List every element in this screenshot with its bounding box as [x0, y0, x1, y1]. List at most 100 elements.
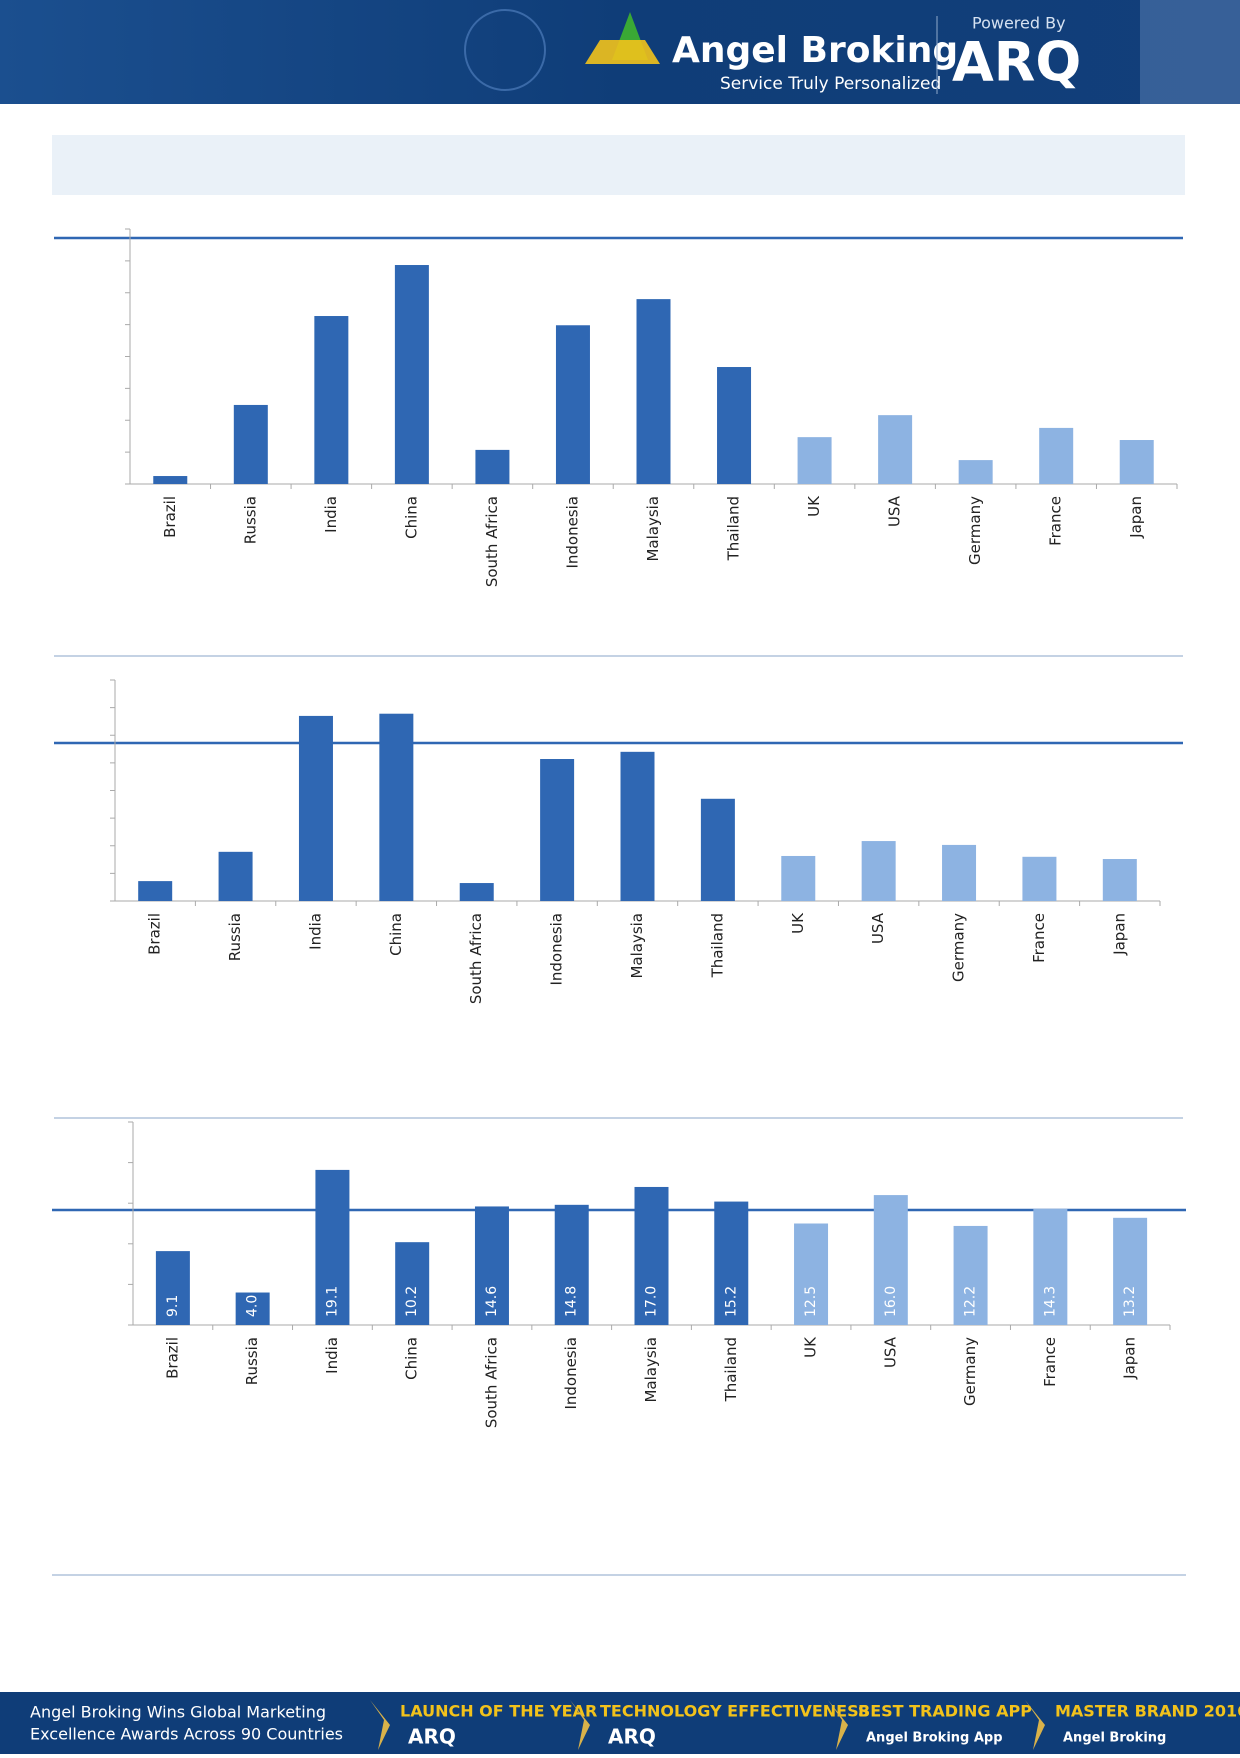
- value-label: 16.0: [883, 1286, 899, 1317]
- product-name: ARQ: [952, 31, 1081, 94]
- x-tick-label: South Africa: [483, 496, 501, 587]
- powered-by: Powered By: [972, 14, 1066, 33]
- bar: [555, 325, 590, 484]
- header-image: [1140, 0, 1240, 104]
- x-tick-label: UK: [805, 495, 823, 517]
- x-tick-label: Malaysia: [642, 1337, 660, 1403]
- x-tick-label: Japan: [1110, 913, 1128, 956]
- bar: [153, 476, 188, 484]
- x-tick-label: Thailand: [722, 1337, 740, 1402]
- bar: [474, 1206, 509, 1325]
- x-tick-label: China: [403, 1337, 421, 1380]
- bar: [794, 1223, 829, 1325]
- bar: [540, 759, 575, 901]
- x-tick-label: Indonesia: [562, 1337, 580, 1410]
- value-label: 19.1: [324, 1286, 340, 1317]
- value-label: 12.2: [963, 1286, 979, 1317]
- brand-logo: [585, 40, 660, 64]
- value-label: 14.3: [1042, 1286, 1058, 1317]
- x-tick-label: Japan: [1121, 1337, 1139, 1380]
- x-tick-label: Brazil: [146, 913, 164, 955]
- bar: [873, 1195, 908, 1325]
- x-tick-label: Russia: [226, 913, 244, 961]
- award-sub: Angel Broking: [1063, 1731, 1166, 1746]
- bar: [700, 798, 735, 901]
- bar: [1039, 427, 1074, 484]
- bar: [1022, 856, 1057, 901]
- x-tick-label: France: [1030, 913, 1048, 963]
- award-sub: Angel Broking App: [866, 1731, 1003, 1746]
- footer-text: Angel Broking Wins Global Marketing: [30, 1703, 326, 1722]
- x-tick-label: India: [306, 913, 324, 950]
- value-label: 14.6: [484, 1286, 500, 1317]
- x-tick-label: Germany: [961, 1337, 979, 1406]
- bar: [861, 841, 896, 901]
- bar: [717, 367, 752, 484]
- value-label: 12.5: [803, 1286, 819, 1317]
- bar: [781, 855, 816, 901]
- x-tick-label: South Africa: [467, 913, 485, 1004]
- x-tick-label: Indonesia: [563, 496, 581, 569]
- bar: [1119, 440, 1154, 484]
- bar: [459, 883, 494, 901]
- bar: [797, 437, 832, 484]
- bar: [218, 851, 253, 901]
- bar: [233, 404, 268, 484]
- bar: [634, 1186, 669, 1325]
- bar: [138, 881, 173, 901]
- award-title: BEST TRADING APP: [858, 1702, 1032, 1721]
- award-icon: [570, 1700, 590, 1750]
- award-sub: ARQ: [608, 1725, 656, 1749]
- x-tick-label: Germany: [950, 913, 968, 982]
- award-title: MASTER BRAND 2016: [1055, 1702, 1240, 1721]
- bar: [379, 713, 414, 901]
- value-label: 17.0: [644, 1286, 660, 1317]
- bar: [1102, 859, 1137, 901]
- value-label: 14.8: [564, 1286, 580, 1317]
- title-box: [52, 135, 1185, 195]
- x-tick-label: France: [1047, 496, 1065, 546]
- bar: [235, 1292, 270, 1325]
- bar: [942, 844, 977, 901]
- bar: [314, 316, 349, 484]
- bar: [155, 1251, 190, 1325]
- bar: [878, 415, 913, 484]
- brand-name: Angel Broking: [672, 30, 958, 71]
- x-tick-label: France: [1041, 1337, 1059, 1387]
- bar: [395, 1242, 430, 1325]
- brand-tagline: Service Truly Personalized: [720, 74, 941, 94]
- x-tick-label: Thailand: [725, 496, 743, 561]
- x-tick-label: Malaysia: [644, 496, 662, 562]
- bar: [714, 1201, 749, 1325]
- bar: [620, 751, 655, 901]
- x-tick-label: Thailand: [708, 913, 726, 978]
- x-tick-label: South Africa: [482, 1337, 500, 1428]
- value-label: 9.1: [165, 1295, 181, 1317]
- bar: [298, 715, 333, 901]
- x-tick-label: Brazil: [161, 496, 179, 538]
- x-tick-label: India: [323, 1337, 341, 1374]
- value-label: 15.2: [723, 1286, 739, 1317]
- x-tick-label: UK: [789, 912, 807, 934]
- value-label: 4.0: [245, 1295, 261, 1317]
- x-tick-label: Brazil: [163, 1337, 181, 1379]
- award-icon: [828, 1700, 848, 1750]
- award-sub: ARQ: [408, 1725, 456, 1749]
- award-title: TECHNOLOGY EFFECTIVENESS: [600, 1702, 869, 1721]
- bar: [315, 1169, 350, 1325]
- bar: [1033, 1208, 1068, 1325]
- x-tick-label: China: [387, 913, 405, 956]
- award-icon: [1025, 1700, 1045, 1750]
- x-tick-label: Russia: [243, 1337, 261, 1385]
- x-tick-label: India: [322, 496, 340, 533]
- value-label: 13.2: [1122, 1286, 1138, 1317]
- x-tick-label: Germany: [966, 496, 984, 565]
- award-title: LAUNCH OF THE YEAR: [400, 1702, 597, 1721]
- footer-band: [0, 1692, 1240, 1754]
- x-tick-label: UK: [802, 1336, 820, 1358]
- bar: [953, 1225, 988, 1325]
- x-tick-label: Japan: [1127, 496, 1145, 539]
- bar: [554, 1204, 589, 1325]
- x-tick-label: Malaysia: [628, 913, 646, 979]
